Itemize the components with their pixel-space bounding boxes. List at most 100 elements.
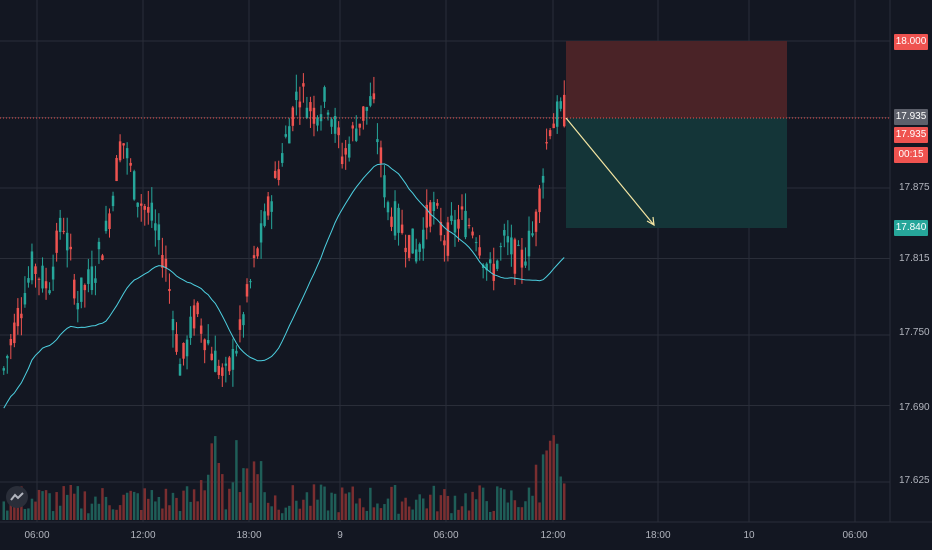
volume-bars <box>2 435 566 520</box>
volume-bar <box>259 461 263 520</box>
candle-body <box>474 242 478 244</box>
candle-body <box>41 265 44 289</box>
tradingview-logo-icon[interactable] <box>6 486 28 508</box>
candle-body <box>270 201 273 212</box>
candle-body <box>510 237 513 255</box>
volume-bar <box>298 508 302 520</box>
price-tick: 17.625 <box>899 475 930 486</box>
volume-bar <box>87 513 90 520</box>
candle-body <box>439 221 443 236</box>
candle-body <box>372 93 376 100</box>
volume-bar <box>273 495 277 520</box>
volume-bar <box>450 513 453 520</box>
projection-arrow[interactable] <box>565 117 655 227</box>
candle-body <box>422 229 425 249</box>
candle-body <box>524 261 527 266</box>
volume-bar <box>362 507 365 520</box>
volume-bar <box>23 508 27 520</box>
volume-bar <box>404 497 407 520</box>
candle-body <box>192 305 196 329</box>
candle-body <box>122 143 125 146</box>
candle-body <box>221 367 224 376</box>
volume-bar <box>478 485 481 520</box>
volume-bar <box>414 499 418 520</box>
volume-bar <box>62 486 65 520</box>
candle-body <box>147 206 150 213</box>
volume-bar <box>263 492 266 520</box>
volume-bar <box>206 474 210 520</box>
volume-bar <box>175 497 178 520</box>
candle-body <box>436 203 439 206</box>
volume-bar <box>73 493 76 520</box>
take-profit-zone[interactable] <box>566 118 787 228</box>
candle-body <box>316 117 319 126</box>
candle-body <box>453 219 457 233</box>
volume-bar <box>372 507 376 520</box>
candle-body <box>302 83 305 87</box>
volume-bar <box>527 487 531 520</box>
volume-bar <box>182 490 185 520</box>
volume-bar <box>245 468 249 520</box>
volume-bar <box>192 489 196 520</box>
volume-bar <box>439 495 443 520</box>
volume-bar <box>199 480 203 520</box>
candle-body <box>298 101 302 108</box>
candle-body <box>517 244 520 246</box>
volume-bar <box>97 503 101 520</box>
candle-body <box>288 126 291 144</box>
candle-body <box>125 148 129 159</box>
candle-body <box>80 277 83 302</box>
volume-bar <box>393 485 397 520</box>
stop-loss-zone[interactable] <box>566 41 787 118</box>
candle-body <box>83 285 87 291</box>
candle-body <box>344 148 347 155</box>
volume-bar <box>538 502 541 520</box>
candle-body <box>143 206 146 210</box>
volume-bar <box>351 486 354 520</box>
moving-average-line <box>3 163 565 409</box>
volume-bar <box>355 503 358 520</box>
volume-bar <box>319 484 323 520</box>
volume-bar <box>443 489 446 520</box>
volume-bar <box>214 436 217 520</box>
volume-bar <box>242 468 245 520</box>
bar-countdown-label: 00:15 <box>894 147 928 163</box>
candle-body <box>9 339 13 346</box>
volume-bar <box>168 505 171 520</box>
candle-body <box>259 223 263 243</box>
volume-bar <box>340 487 344 520</box>
volume-bar <box>281 513 284 520</box>
volume-bar <box>132 491 136 520</box>
volume-bar <box>517 507 520 520</box>
candle-body <box>506 236 510 243</box>
candle-body <box>94 278 97 283</box>
grid-lines <box>0 0 890 522</box>
position-tool[interactable] <box>566 41 787 228</box>
volume-bar <box>510 490 513 520</box>
volume-bar <box>481 487 485 520</box>
volume-bar <box>471 491 474 520</box>
time-tick: 18:00 <box>645 530 671 541</box>
volume-bar <box>302 499 305 520</box>
candle-body <box>541 175 545 183</box>
candle-body <box>23 293 27 305</box>
candle-body <box>263 211 266 226</box>
volume-bar <box>418 494 421 520</box>
volume-bar <box>467 510 471 520</box>
volume-bar <box>34 501 37 520</box>
candle-body <box>323 87 326 102</box>
volume-bar <box>488 511 492 520</box>
time-tick: 06:00 <box>24 530 50 541</box>
candle-body <box>333 115 337 134</box>
candle-body <box>65 232 69 251</box>
candle-body <box>355 128 358 141</box>
volume-bar <box>390 486 393 520</box>
volume-bar <box>559 476 562 520</box>
volume-bar <box>203 490 206 520</box>
candle-body <box>129 162 132 166</box>
volume-bar <box>333 493 337 520</box>
volume-bar <box>83 491 87 520</box>
volume-bar <box>27 508 30 520</box>
